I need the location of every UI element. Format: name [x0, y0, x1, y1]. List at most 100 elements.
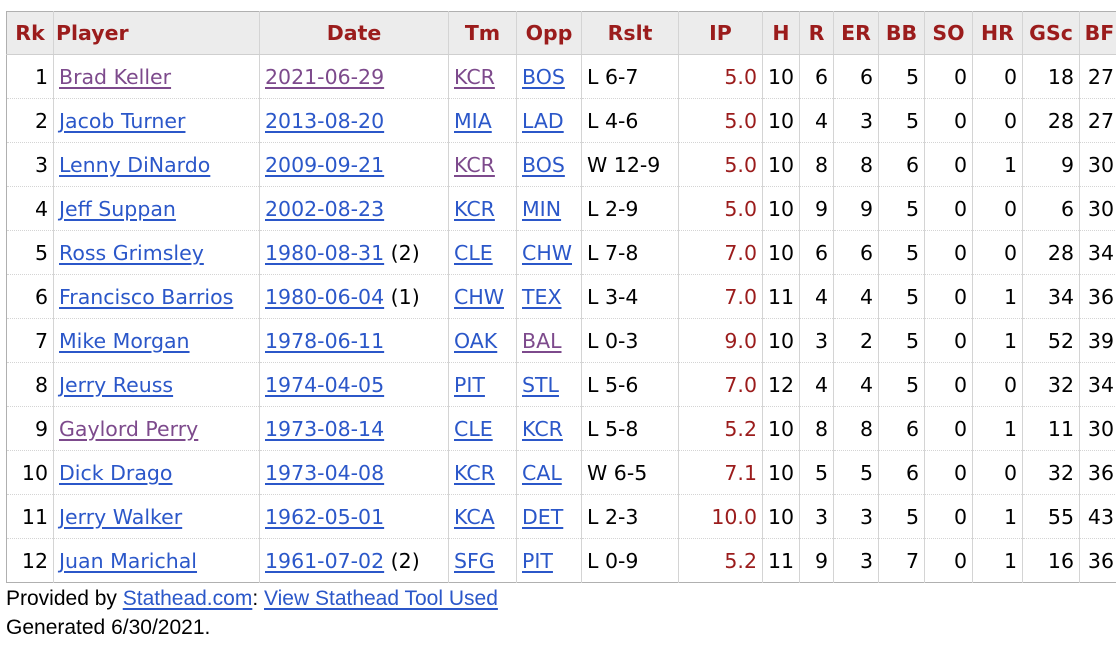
cell-er: 2: [833, 318, 879, 363]
date-link[interactable]: 2009-09-21: [265, 152, 385, 177]
game-number-note: (1): [390, 284, 420, 309]
opp-link[interactable]: KCR: [522, 416, 563, 441]
column-header-h[interactable]: H: [762, 11, 800, 55]
table-row: 5 Ross Grimsley 1980-08-31 (2) CLE CHW L 7-8 7…: [6, 230, 1116, 275]
cell-h: 10: [762, 494, 800, 539]
opp-link[interactable]: STL: [522, 372, 559, 397]
player-link[interactable]: Dick Drago: [59, 460, 173, 485]
column-header-opp[interactable]: Opp: [516, 11, 582, 55]
date-link[interactable]: 1973-08-14: [265, 416, 385, 441]
cell-er: 9: [833, 186, 879, 231]
cell-tm: KCR: [448, 54, 517, 99]
column-header-bb[interactable]: BB: [878, 11, 925, 55]
cell-player: Dick Drago: [53, 450, 260, 495]
cell-er: 5: [833, 450, 879, 495]
cell-er: 3: [833, 98, 879, 143]
date-link[interactable]: 1961-07-02: [265, 548, 385, 573]
cell-er: 3: [833, 494, 879, 539]
opp-link[interactable]: PIT: [522, 548, 553, 573]
tm-link[interactable]: CHW: [454, 284, 504, 309]
tm-link[interactable]: CLE: [454, 240, 493, 265]
cell-bf: 27: [1079, 98, 1116, 143]
cell-gsc: 11: [1022, 406, 1080, 451]
player-link[interactable]: Jacob Turner: [59, 108, 186, 133]
cell-rk: 5: [6, 230, 54, 275]
cell-bf: 27: [1079, 54, 1116, 99]
cell-opp: LAD: [516, 98, 582, 143]
tm-link[interactable]: PIT: [454, 372, 485, 397]
opp-link[interactable]: TEX: [522, 284, 562, 309]
tm-link[interactable]: CLE: [454, 416, 493, 441]
view-tool-link[interactable]: View Stathead Tool Used: [264, 587, 498, 610]
cell-bb: 5: [878, 186, 925, 231]
cell-r: 9: [799, 538, 834, 583]
date-link[interactable]: 1974-04-05: [265, 372, 385, 397]
opp-link[interactable]: MIN: [522, 196, 562, 221]
column-header-hr[interactable]: HR: [972, 11, 1023, 55]
date-link[interactable]: 1973-04-08: [265, 460, 385, 485]
column-header-rk[interactable]: Rk: [6, 11, 54, 55]
cell-r: 8: [799, 142, 834, 187]
date-link[interactable]: 1978-06-11: [265, 328, 385, 353]
opp-link[interactable]: LAD: [522, 108, 564, 133]
opp-link[interactable]: BOS: [522, 64, 565, 89]
tm-link[interactable]: KCR: [454, 460, 495, 485]
column-header-r[interactable]: R: [799, 11, 834, 55]
tm-link[interactable]: KCR: [454, 152, 495, 177]
column-header-so[interactable]: SO: [924, 11, 973, 55]
opp-link[interactable]: CAL: [522, 460, 562, 485]
tm-link[interactable]: KCR: [454, 64, 495, 89]
tm-link[interactable]: KCR: [454, 196, 495, 221]
player-link[interactable]: Mike Morgan: [59, 328, 190, 353]
cell-r: 9: [799, 186, 834, 231]
column-header-tm[interactable]: Tm: [448, 11, 517, 55]
player-link[interactable]: Francisco Barrios: [59, 284, 234, 309]
player-link[interactable]: Gaylord Perry: [59, 416, 199, 441]
column-header-er[interactable]: ER: [833, 11, 879, 55]
stathead-link[interactable]: Stathead.com: [122, 587, 253, 610]
cell-player: Juan Marichal: [53, 538, 260, 583]
date-link[interactable]: 1980-06-04: [265, 284, 385, 309]
cell-r: 6: [799, 230, 834, 275]
player-link[interactable]: Juan Marichal: [59, 548, 198, 573]
date-link[interactable]: 2013-08-20: [265, 108, 385, 133]
table-row: 9 Gaylord Perry 1973-08-14 CLE KCR L 5-8 5.2 10…: [6, 406, 1116, 451]
tm-link[interactable]: MIA: [454, 108, 492, 133]
cell-tm: CLE: [448, 230, 517, 275]
player-link[interactable]: Jerry Walker: [59, 504, 183, 529]
date-link[interactable]: 2002-08-23: [265, 196, 385, 221]
opp-link[interactable]: BOS: [522, 152, 565, 177]
column-header-date[interactable]: Date: [259, 11, 449, 55]
player-link[interactable]: Jerry Reuss: [59, 372, 174, 397]
tm-link[interactable]: SFG: [454, 548, 495, 573]
cell-rk: 6: [6, 274, 54, 319]
date-link[interactable]: 1962-05-01: [265, 504, 385, 529]
cell-r: 5: [799, 450, 834, 495]
date-link[interactable]: 2021-06-29: [265, 64, 385, 89]
column-header-ip[interactable]: IP: [678, 11, 763, 55]
column-header-gsc[interactable]: GSc: [1022, 11, 1080, 55]
column-header-player[interactable]: Player: [53, 11, 260, 55]
player-link[interactable]: Lenny DiNardo: [59, 152, 211, 177]
player-link[interactable]: Jeff Suppan: [59, 196, 176, 221]
table-row: 11 Jerry Walker 1962-05-01 KCA DET L 2-3 10.0 1…: [6, 494, 1116, 539]
cell-hr: 1: [972, 538, 1023, 583]
player-link[interactable]: Ross Grimsley: [59, 240, 204, 265]
cell-opp: KCR: [516, 406, 582, 451]
tm-link[interactable]: KCA: [454, 504, 495, 529]
cell-rslt: L 5-8: [581, 406, 679, 451]
cell-hr: 1: [972, 274, 1023, 319]
opp-link[interactable]: CHW: [522, 240, 572, 265]
cell-tm: KCR: [448, 450, 517, 495]
cell-date: 1980-08-31 (2): [259, 230, 449, 275]
opp-link[interactable]: BAL: [522, 328, 562, 353]
player-link[interactable]: Brad Keller: [59, 64, 172, 89]
column-header-rslt[interactable]: Rslt: [581, 11, 679, 55]
tm-link[interactable]: OAK: [454, 328, 498, 353]
date-link[interactable]: 1980-08-31: [265, 240, 385, 265]
column-header-bf[interactable]: BF: [1079, 11, 1116, 55]
opp-link[interactable]: DET: [522, 504, 564, 529]
cell-opp: TEX: [516, 274, 582, 319]
cell-date: 1974-04-05: [259, 362, 449, 407]
game-number-note: (2): [390, 548, 420, 573]
